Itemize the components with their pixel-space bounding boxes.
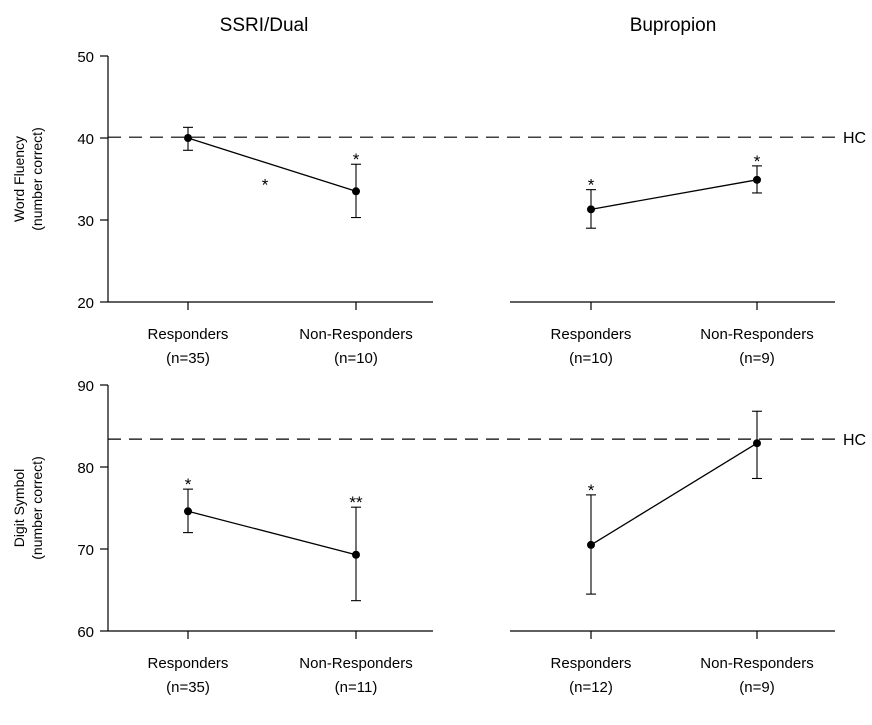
- panel-2-y-axis-title-line2: (number correct): [29, 456, 45, 559]
- panel-2-group-2-category-label-1-line2: (n=9): [739, 679, 774, 696]
- column-title-bupropion: Bupropion: [630, 15, 717, 36]
- panel-1-group-1-category-label-1-line2: (n=10): [334, 350, 378, 367]
- panel-2-group-1-data-point-1: [352, 550, 360, 559]
- panel-2-group-1-category-label-1-line2: (n=11): [335, 679, 378, 696]
- panel-1-group-2-data-point-1: [753, 175, 761, 184]
- panel-1-group-2-category-label-1-line1: Non-Responders: [700, 326, 813, 343]
- panel-1-group-1-data-point-0: [184, 134, 192, 142]
- panel-2-group-2-data-point-0: [587, 540, 595, 549]
- panel-2-y-tick-label-0: 60: [77, 624, 94, 641]
- panel-1-group-1-series-line: [187, 137, 357, 192]
- panel-2-y-tick-label-3: 90: [77, 378, 94, 395]
- panel-1-y-tick-label-0: 20: [77, 295, 94, 312]
- panel-1-group-2-series-line: [590, 179, 758, 210]
- panel-1-group-1-category-label-1-line1: Non-Responders: [299, 326, 412, 343]
- panel-2-group-2-data-point-1: [753, 439, 761, 448]
- panel-2-group-1-category-label-0-line1: Responders: [148, 655, 229, 672]
- panel-1-y-tick-label-2: 40: [77, 131, 94, 148]
- panel-1-group-1-category-label-0-line1: Responders: [148, 326, 229, 343]
- panel-2-group-2-category-label-1-line1: Non-Responders: [700, 655, 813, 672]
- panel-1-group-2-category-label-0-line1: Responders: [551, 326, 632, 343]
- panel-2-y-tick-label-1: 70: [77, 542, 94, 559]
- panel-2-group-1-category-label-0-line2: (n=35): [166, 679, 210, 696]
- panel-1-y-axis-title-line2: (number correct): [29, 127, 45, 230]
- panel-2-group-2-category-label-0-line2: (n=12): [569, 679, 613, 696]
- panel-1-group-2-point-significance-star-0: *: [588, 176, 595, 195]
- panel-1-group-1-point-significance-star-1: *: [353, 150, 360, 169]
- plot-area: Word Fluency (number correct)20304050HCRe…: [11, 49, 866, 696]
- panel-1-group-2-data-point-0: [587, 205, 595, 214]
- panel-1-y-tick-label-3: 50: [77, 49, 94, 66]
- panel-1-y-axis-title-line1: Word Fluency: [11, 136, 27, 222]
- panel-1-group-2-category-label-0-line2: (n=10): [569, 350, 613, 367]
- panel-2-group-1-category-label-1-line1: Non-Responders: [299, 655, 412, 672]
- panel-2-hc-label: HC: [843, 432, 866, 449]
- panel-1-group-2-point-significance-star-1: *: [754, 152, 761, 171]
- panel-1-group-1-category-label-0-line2: (n=35): [166, 350, 210, 367]
- panel-2-group-1-series-line: [187, 510, 357, 556]
- panel-2-y-tick-label-2: 80: [77, 460, 94, 477]
- panel-1-hc-label: HC: [843, 130, 866, 147]
- panel-1-group-2-category-label-1-line2: (n=9): [739, 350, 774, 367]
- panel-1-y-tick-label-1: 30: [77, 213, 94, 230]
- panel-2-group-2-category-label-0-line1: Responders: [551, 655, 632, 672]
- panel-1-group-1-data-point-1: [352, 187, 360, 196]
- panel-2-group-2-series-line: [590, 442, 758, 546]
- panel-2-group-1-point-significance-star-1: **: [349, 493, 363, 512]
- panel-2-y-axis-title-line1: Digit Symbol: [11, 469, 27, 548]
- panel-2-group-2-point-significance-star-0: *: [588, 481, 595, 500]
- column-title-ssri-dual: SSRI/Dual: [220, 15, 309, 36]
- panel-2-group-1-data-point-0: [184, 507, 192, 516]
- panel-2-group-1-point-significance-star-0: *: [185, 475, 192, 494]
- panel-1-group-1-line-significance-star: *: [262, 176, 269, 195]
